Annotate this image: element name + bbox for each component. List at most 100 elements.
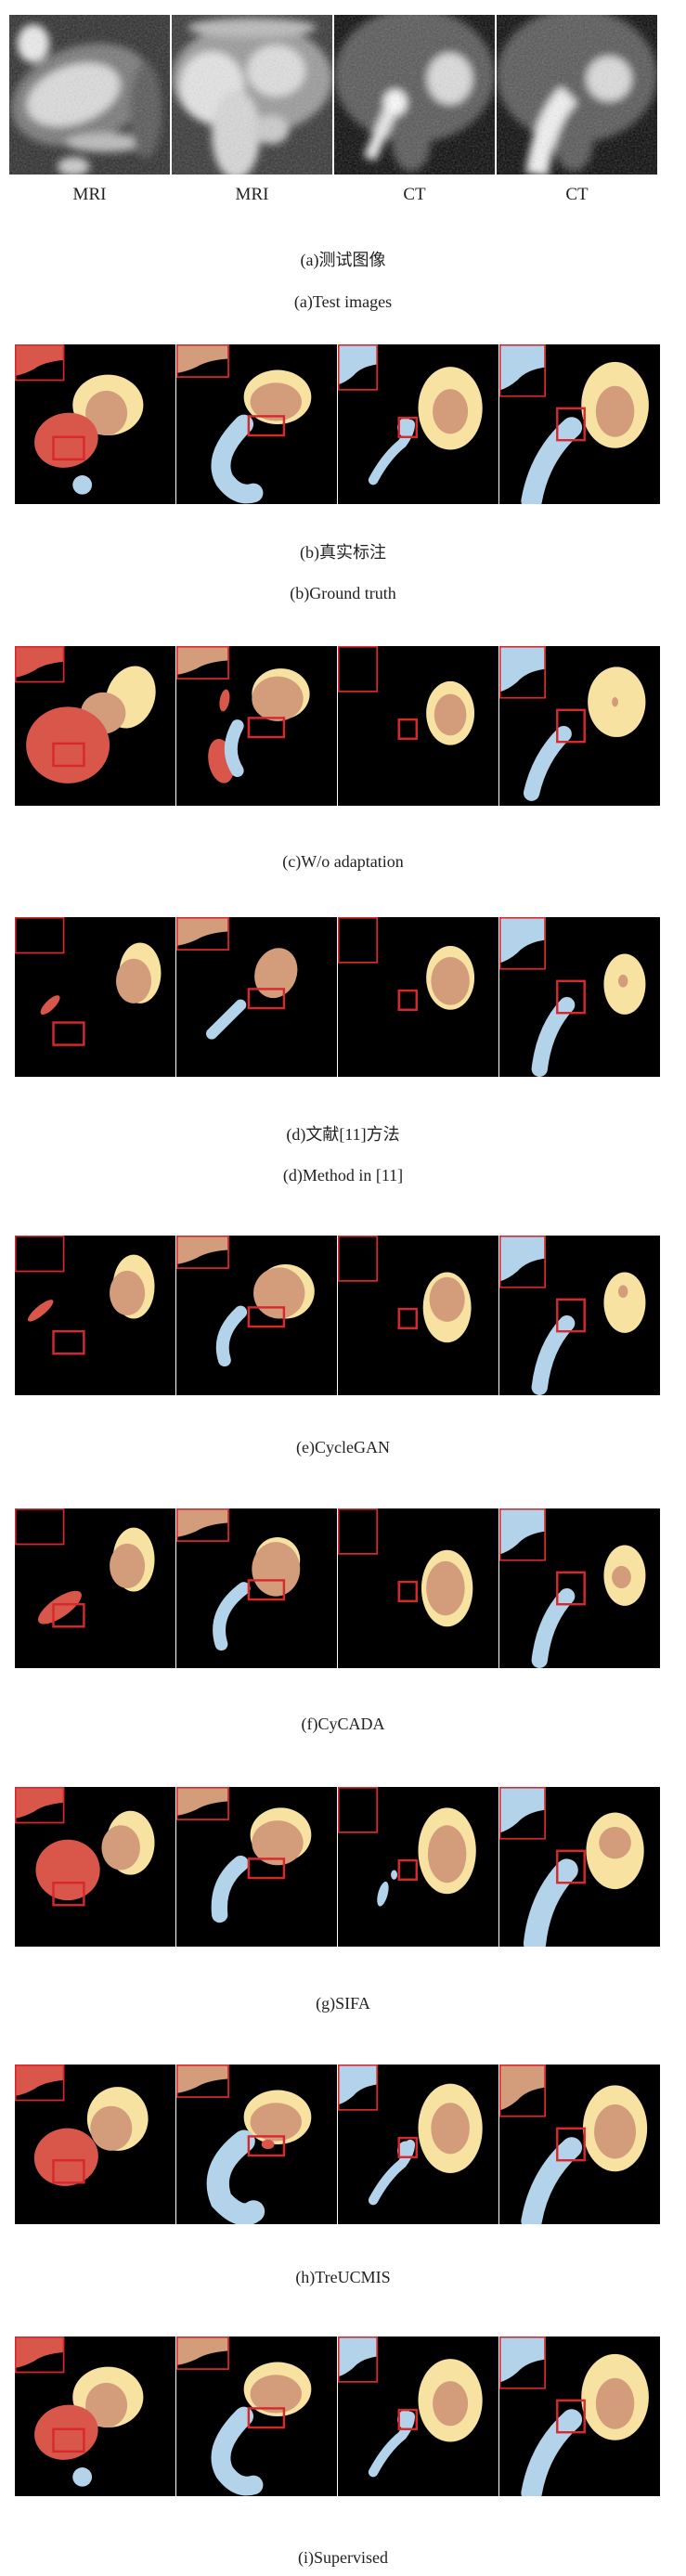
tan-region: [618, 974, 628, 988]
tan-region: [426, 1560, 465, 1616]
panel-background: [176, 344, 337, 504]
segmentation-panel-f-3: [338, 1508, 498, 1668]
column-label: CT: [565, 185, 589, 204]
blue-region: [523, 1858, 578, 1947]
blue-region: [521, 2409, 583, 2496]
blue-region: [224, 719, 244, 778]
tan-region: [85, 2382, 128, 2428]
panel-background: [176, 2065, 337, 2224]
segmentation-panel-i-2: [176, 2337, 337, 2496]
blue-region: [211, 414, 264, 504]
segmentation-panel-f-1: [15, 1508, 175, 1668]
blue-region: [206, 999, 247, 1040]
zoom-inset: [176, 344, 229, 378]
caption-en: (b)Ground truth: [290, 584, 396, 602]
highlight-box: [247, 415, 286, 437]
blue-region: [397, 2141, 414, 2161]
segmentation-panel-h-1: [15, 2065, 175, 2224]
highlight-box: [52, 742, 85, 768]
zoom-inset: [176, 1236, 229, 1269]
segmentation-panel-i-3: [338, 2337, 498, 2496]
tan-region: [252, 676, 304, 721]
zoom-inset: [499, 1508, 546, 1561]
tan-region: [250, 2375, 302, 2414]
segmentation-panel-d-4: [499, 917, 660, 1077]
zoom-inset: [15, 1508, 65, 1546]
scan-noise: [497, 15, 657, 175]
caption-en: (f)CyCADA: [301, 1715, 385, 1733]
segmentation-panel-b-4: [499, 344, 660, 504]
test-image-1: [9, 15, 170, 175]
highlight-box: [52, 435, 85, 461]
blue-region: [211, 2406, 264, 2496]
blue-region: [72, 2467, 93, 2487]
highlight-box: [397, 1307, 418, 1329]
red-region: [35, 1839, 100, 1901]
segmentation-panel-g-3: [338, 1787, 498, 1947]
segmentation-panel-d-2: [176, 917, 337, 1077]
zoom-inset: [15, 2065, 65, 2102]
panel-background: [176, 1236, 337, 1395]
zoom-inset: [338, 2065, 379, 2111]
zoom-inset: [15, 917, 65, 954]
segmentation-panel-e-1: [15, 1236, 175, 1395]
highlight-box: [556, 2399, 586, 2434]
zoom-inset: [15, 1787, 65, 1824]
highlight-box: [397, 718, 418, 740]
highlight-box: [397, 989, 418, 1011]
red-region: [261, 2139, 275, 2150]
zoom-inset: [176, 1787, 229, 1820]
tan-region: [433, 389, 469, 434]
blue-region: [211, 1855, 249, 1923]
tan-region: [252, 1542, 301, 1597]
zoom-inset: [338, 917, 379, 964]
caption-zh: (d)文献[11]方法: [286, 1125, 400, 1144]
segmentation-panel-c-3: [338, 646, 498, 806]
red-region: [26, 706, 110, 783]
test-image-3: [334, 15, 495, 175]
highlight-box: [52, 1329, 85, 1355]
tan-region: [110, 1543, 146, 1588]
highlight-box: [247, 988, 286, 1010]
zoom-inset: [15, 1236, 65, 1273]
caption-zh: (a)测试图像: [300, 251, 386, 269]
highlight-box: [247, 1579, 286, 1601]
tan-region: [612, 1565, 631, 1588]
zoom-inset: [338, 1236, 379, 1282]
zoom-inset: [176, 646, 229, 680]
panel-background: [176, 646, 337, 806]
tan-region: [599, 1827, 631, 1859]
red-region: [40, 995, 60, 1015]
panel-background: [338, 1787, 498, 1947]
tan-region: [429, 1276, 465, 1322]
caption-en: (a)Test images: [293, 292, 393, 311]
highlight-box: [556, 708, 586, 744]
highlight-box: [397, 2136, 418, 2158]
zoom-inset: [176, 1508, 229, 1542]
highlight-box: [556, 1849, 586, 1884]
panel-background: [176, 917, 337, 1077]
highlight-box: [247, 2407, 286, 2429]
segmentation-panel-h-2: [176, 2065, 337, 2224]
caption-en: (g)SIFA: [316, 1994, 370, 2013]
segmentation-panel-f-2: [176, 1508, 337, 1668]
blue-region: [531, 997, 576, 1077]
test-image-2: [172, 15, 332, 175]
segmentation-panel-i-4: [499, 2337, 660, 2496]
tan-region: [253, 1267, 305, 1319]
segmentation-panel-h-3: [338, 2065, 498, 2224]
zoom-inset: [15, 344, 65, 382]
tan-region: [434, 693, 467, 736]
tan-region: [618, 1285, 628, 1299]
zoom-inset: [499, 2337, 546, 2389]
tan-region: [431, 957, 470, 1005]
panel-background: [15, 1508, 175, 1668]
segmentation-panel-f-4: [499, 1508, 660, 1668]
highlight-box: [247, 717, 286, 739]
caption-en: (c)W/o adaptation: [282, 852, 404, 871]
segmentation-panel-c-2: [176, 646, 337, 806]
zoom-inset: [338, 1508, 379, 1555]
highlight-box: [52, 1021, 85, 1046]
segmentation-panel-c-4: [499, 646, 660, 806]
tan-region: [250, 382, 302, 421]
